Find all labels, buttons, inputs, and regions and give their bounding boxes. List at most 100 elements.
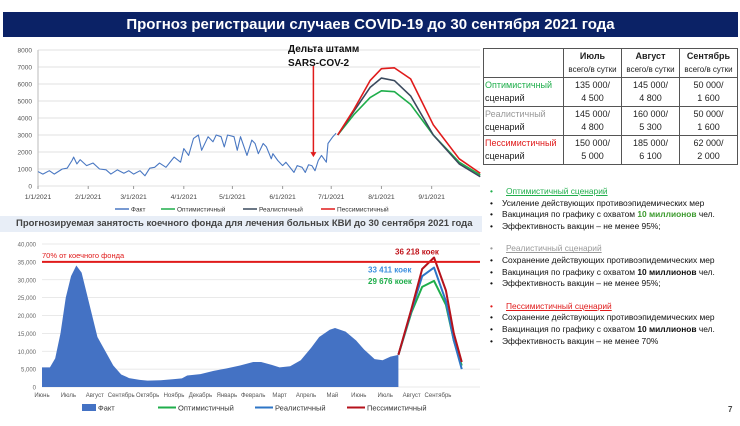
x-tick-label: Июль — [61, 393, 76, 399]
forecast-table: Июль всего/в сутки Август всего/в сутки Се… — [483, 48, 738, 165]
legend-label: Пессимистичный — [367, 404, 427, 413]
x-tick-label: Июнь — [34, 393, 49, 399]
x-tick-label: Апрель — [296, 393, 316, 399]
legend-label: Оптимистичный — [178, 404, 234, 413]
legend-label: Реалистичный — [275, 404, 326, 413]
table-cell: 145 000/4 800 — [621, 77, 680, 107]
scenario-bullet: Сохранение действующих противоэпидемичес… — [490, 312, 740, 324]
peak-label: 29 676 коек — [368, 277, 413, 286]
x-tick-label: 6/1/2021 — [269, 194, 296, 201]
x-tick-label: Март — [272, 393, 287, 399]
annotation-label: Дельта штамм — [288, 44, 359, 55]
table-header-row: Июль всего/в сутки Август всего/в сутки Се… — [483, 48, 738, 78]
scenario-heading: Реалистичный сценарий — [490, 243, 740, 255]
legend-label: Реалистичный — [259, 206, 303, 214]
threshold-label: 70% от коечного фонда — [42, 251, 125, 260]
annotation-label: SARS-COV-2 — [288, 58, 350, 69]
x-tick-label: Декабрь — [189, 393, 212, 399]
peak-label: 33 411 коек — [368, 266, 412, 275]
scenario-name: Пессимистичный сценарий — [483, 135, 564, 165]
scenario-heading: Пессимистичный сценарий — [490, 301, 740, 313]
x-tick-label: 7/1/2021 — [318, 194, 345, 201]
table-cell: 135 000/4 500 — [563, 77, 622, 107]
scenario-block: Реалистичный сценарийСохранение действую… — [490, 243, 740, 289]
fact-area — [42, 265, 399, 387]
table-row: Оптимистичный сценарий 135 000/4 500 145 00… — [483, 77, 738, 107]
y-tick-label: 0 — [33, 386, 37, 392]
scenario-bullet: Сохранение действующих противоэпидемичес… — [490, 255, 740, 267]
table-corner — [483, 48, 564, 78]
x-tick-label: Октябрь — [136, 393, 159, 399]
y-tick-label: 40,000 — [18, 243, 37, 249]
table-cell: 150 000/5 000 — [563, 135, 622, 165]
scenario-bullet: Эффективность вакцин – не менее 70% — [490, 336, 740, 348]
series-line-Пессимистичный — [337, 67, 481, 174]
scenario-bullet: Вакцинация по графику с охватом 10 милли… — [490, 324, 740, 336]
scenario-bullet: Эффективность вакцин – не менее 95%; — [490, 221, 740, 233]
y-tick-label: 1000 — [18, 167, 33, 174]
x-tick-label: Июль — [378, 393, 393, 399]
series-line-Пессимистичный — [397, 256, 463, 363]
x-tick-label: Сентябрь — [108, 393, 135, 399]
legend-label: Пессимистичный — [337, 206, 389, 214]
scenario-block: Оптимистичный сценарийУсиление действующ… — [490, 186, 740, 232]
x-tick-label: 9/1/2021 — [418, 194, 445, 201]
y-tick-label: 25,000 — [18, 296, 37, 302]
x-tick-label: Май — [327, 392, 339, 399]
col-header: Июль всего/в сутки — [563, 48, 622, 78]
x-tick-label: 2/1/2021 — [75, 194, 102, 201]
scenario-bullet: Эффективность вакцин – не менее 95%; — [490, 278, 740, 290]
x-tick-label: Февраль — [241, 393, 265, 399]
y-tick-label: 3000 — [18, 133, 33, 140]
slide-title: Прогноз регистрации случаев COVID-19 до … — [3, 12, 738, 37]
y-tick-label: 15,000 — [18, 332, 37, 338]
x-tick-label: Сентябрь — [425, 393, 452, 399]
y-tick-label: 20,000 — [18, 314, 37, 320]
y-tick-label: 2000 — [18, 150, 33, 157]
x-tick-label: 3/1/2021 — [120, 194, 147, 201]
y-tick-label: 6000 — [18, 82, 33, 89]
legend-label: Факт — [98, 404, 115, 413]
table-cell: 185 000/6 100 — [621, 135, 680, 165]
legend-label: Оптимистичный — [177, 206, 226, 214]
x-tick-label: Июнь — [351, 393, 366, 399]
x-tick-label: Август — [403, 393, 421, 399]
y-tick-label: 35,000 — [18, 260, 37, 266]
table-cell: 160 000/5 300 — [621, 106, 680, 136]
x-tick-label: Август — [86, 393, 104, 399]
y-tick-label: 8000 — [18, 48, 33, 55]
page-number: 7 — [728, 405, 733, 414]
series-line-Факт — [37, 132, 337, 177]
x-tick-label: 1/1/2021 — [25, 194, 52, 201]
peak-label: 36 218 коек — [395, 248, 440, 257]
x-tick-label: 5/1/2021 — [219, 194, 246, 201]
bed-occupancy-chart: 0 5,000 10,000 15,000 20,000 25,000 30,000 35,0… — [18, 243, 480, 413]
y-tick-label: 7000 — [18, 65, 33, 72]
y-tick-label: 5,000 — [21, 368, 37, 374]
x-tick-label: 8/1/2021 — [368, 194, 395, 201]
scenario-heading: Оптимистичный сценарий — [490, 186, 740, 198]
table-cell: 62 000/2 000 — [679, 135, 738, 165]
legend-swatch — [82, 404, 96, 411]
y-tick-label: 30,000 — [18, 278, 37, 284]
table-row: Пессимистичный сценарий 150 000/5 000 185 0… — [483, 135, 738, 165]
x-tick-label: Ноябрь — [164, 393, 185, 399]
table-cell: 50 000/1 600 — [679, 106, 738, 136]
y-tick-label: 0 — [28, 184, 32, 191]
scenario-block: Пессимистичный сценарийСохранение действ… — [490, 301, 740, 347]
col-header: Август всего/в сутки — [621, 48, 680, 78]
x-tick-label: Январь — [217, 393, 238, 399]
scenario-name: Оптимистичный сценарий — [483, 77, 564, 107]
scenario-descriptions: Оптимистичный сценарийУсиление действующ… — [490, 186, 740, 358]
x-tick-label: 4/1/2021 — [171, 194, 198, 201]
y-tick-label: 5000 — [18, 99, 33, 106]
scenario-name: Реалистичный сценарий — [483, 106, 564, 136]
series-line-Реалистичный — [337, 77, 481, 178]
table-cell: 145 000/4 800 — [563, 106, 622, 136]
col-header: Сентябрь всего/в сутки — [679, 48, 738, 78]
bed-chart-title: Прогнозируемая занятость коечного фонда … — [0, 216, 482, 232]
scenario-bullet: Вакцинация по графику с охватом 10 милли… — [490, 267, 740, 279]
arrow-head-icon — [310, 152, 317, 158]
scenario-bullet: Усиление действующих противоэпидемически… — [490, 198, 740, 210]
y-tick-label: 4000 — [18, 116, 33, 123]
